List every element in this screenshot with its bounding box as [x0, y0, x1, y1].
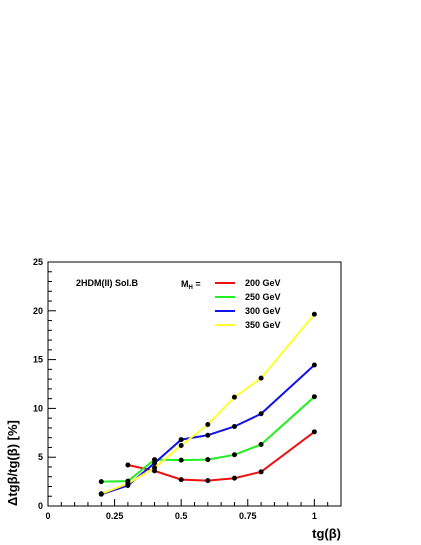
data-point: [311, 394, 317, 400]
plot-frame: [47, 261, 342, 507]
data-point: [231, 423, 237, 429]
data-point: [98, 491, 104, 497]
data-point: [152, 457, 158, 463]
x-tick-label: 0.75: [239, 511, 257, 521]
data-point: [231, 452, 237, 458]
x-axis-label: tg(β): [312, 526, 341, 541]
y-tick-label: 0: [38, 501, 43, 511]
data-point: [152, 460, 158, 466]
data-points: [98, 311, 317, 497]
legend: 200 GeV 250 GeV 300 GeV 350 GeV: [215, 278, 281, 330]
annotation-label: 2HDM(II) Sol.B: [76, 278, 138, 288]
data-point: [311, 311, 317, 317]
legend-label: 250 GeV: [245, 292, 281, 302]
y-axis-label: Δtgβ/tg(β) [%]: [5, 420, 20, 506]
data-point: [125, 462, 131, 468]
y-tick-label: 10: [33, 403, 43, 413]
data-point: [178, 442, 184, 448]
x-tick-label: 1: [312, 511, 317, 521]
data-point: [258, 411, 264, 417]
y-tick-label: 25: [33, 257, 43, 267]
data-point: [258, 375, 264, 381]
x-tick-label: 0: [45, 511, 50, 521]
x-tick-label: 0.5: [175, 511, 188, 521]
data-point: [205, 478, 211, 484]
legend-label: 200 GeV: [245, 278, 281, 288]
series-line: [100, 313, 316, 495]
y-tick-label: 15: [33, 355, 43, 365]
data-point: [125, 481, 131, 487]
data-point: [98, 479, 104, 485]
series-line: [101, 395, 316, 483]
legend-label: 300 GeV: [245, 306, 281, 316]
legend-title: MH =: [181, 279, 201, 291]
data-point: [178, 457, 184, 463]
data-point: [258, 442, 264, 448]
y-axis-ticks: 0 5 10 15 20 25: [33, 257, 56, 511]
data-point: [311, 429, 317, 435]
series-line: [100, 364, 316, 496]
legend-label: 350 GeV: [245, 320, 281, 330]
y-tick-label: 5: [38, 452, 43, 462]
data-point: [152, 465, 158, 471]
data-point: [178, 437, 184, 443]
legend-title-main: M: [181, 279, 189, 289]
data-point: [258, 469, 264, 475]
data-point: [231, 394, 237, 400]
data-point: [311, 362, 317, 368]
legend-title-subscript: H: [189, 285, 193, 291]
data-point: [205, 422, 211, 428]
data-point: [178, 477, 184, 483]
data-point: [205, 432, 211, 438]
data-point: [205, 457, 211, 463]
y-tick-label: 20: [33, 306, 43, 316]
data-point: [231, 475, 237, 481]
legend-title-suffix: =: [193, 279, 201, 289]
x-axis-ticks: 0 0.25 0.5 0.75 1: [45, 499, 342, 521]
series-lines: [100, 313, 316, 496]
x-tick-label: 0.25: [106, 511, 124, 521]
